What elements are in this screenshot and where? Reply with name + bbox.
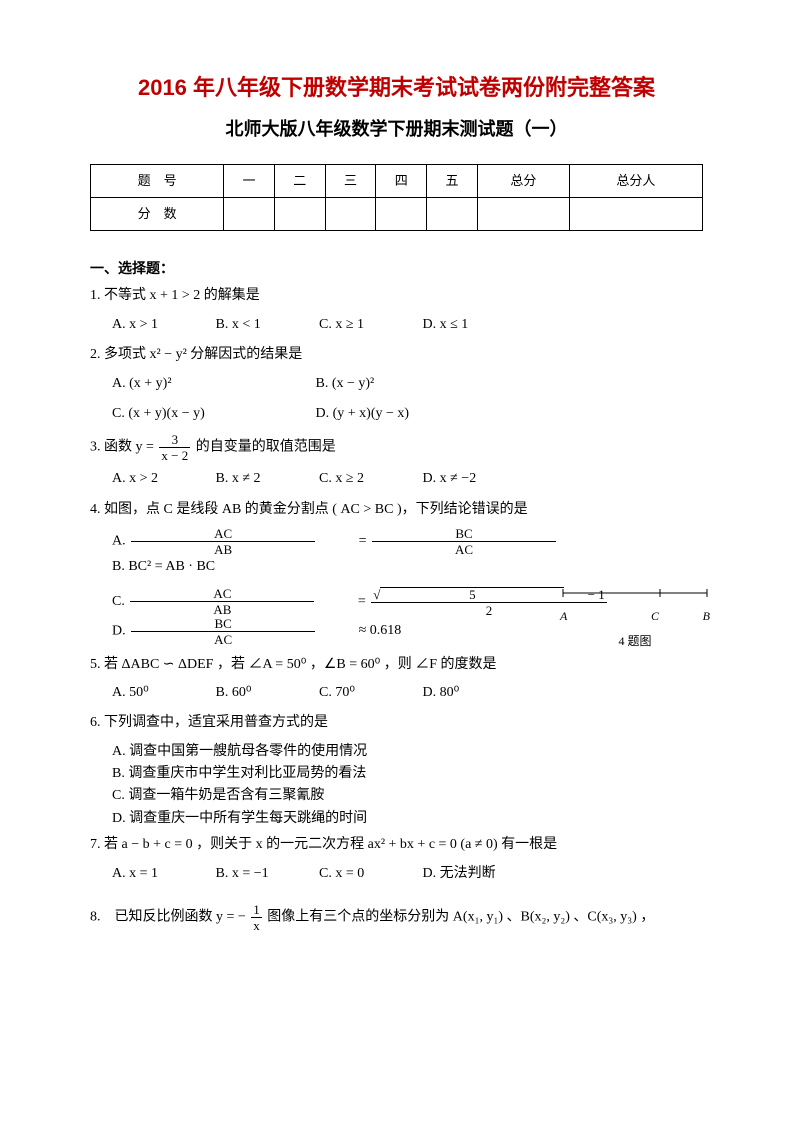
option: C. x ≥ 2 — [319, 468, 409, 490]
option: B. 调查重庆市中学生对利比亚局势的看法 — [112, 763, 703, 785]
option: C. x = 0 — [319, 863, 409, 885]
question-8: 8. 已知反比例函数 y = − 1 x 图像上有三个点的坐标分别为 A(x₁,… — [90, 903, 703, 932]
q5-options: A. 50⁰ B. 60⁰ C. 70⁰ D. 80⁰ — [112, 682, 703, 704]
denominator: x − 2 — [159, 448, 190, 462]
cell — [427, 197, 478, 230]
q4-options-row1: A. ACAB = BCAC B. BC² = AB · BC — [112, 527, 703, 578]
q6-options: A. 调查中国第一艘航母各零件的使用情况 B. 调查重庆市中学生对利比亚局势的看… — [112, 741, 703, 831]
option: A. x > 1 — [112, 314, 202, 336]
col-header: 四 — [376, 164, 427, 197]
numerator: 1 — [251, 903, 262, 918]
q8-suffix: 图像上有三个点的坐标分别为 A(x₁, y₁) 、B(x₂, y₂) 、C(x₃… — [267, 910, 654, 925]
q3-prefix: 3. 函数 y = — [90, 440, 154, 455]
col-header: 一 — [224, 164, 275, 197]
q3-options: A. x > 2 B. x ≠ 2 C. x ≥ 2 D. x ≠ −2 — [112, 468, 703, 490]
option: B. 60⁰ — [216, 682, 306, 704]
option: D. 调查重庆一中所有学生每天跳绳的时间 — [112, 808, 703, 830]
col-header: 三 — [325, 164, 376, 197]
denominator: x — [251, 918, 262, 932]
cell — [376, 197, 427, 230]
option: A. 50⁰ — [112, 682, 202, 704]
row-label: 分 数 — [91, 197, 224, 230]
option: D. 无法判断 — [423, 863, 513, 885]
option: D. x ≠ −2 — [423, 468, 513, 490]
col-header: 总分 — [477, 164, 569, 197]
title-sub: 北师大版八年级数学下册期末测试题（一） — [90, 115, 703, 144]
title-main: 2016 年八年级下册数学期末考试试卷两份附完整答案 — [90, 70, 703, 105]
cell — [325, 197, 376, 230]
table-row: 题 号 一 二 三 四 五 总分 总分人 — [91, 164, 703, 197]
q4-figure: A C B 4 题图 — [560, 585, 710, 652]
option: D. BCAC ≈ 0.618 — [112, 617, 559, 646]
col-header: 二 — [274, 164, 325, 197]
question-4: 4. 如图，点 C 是线段 AB 的黄金分割点 ( AC > BC )，下列结论… — [90, 499, 703, 521]
option: B. BC² = AB · BC — [112, 556, 292, 578]
fig-label-B: B — [703, 607, 710, 626]
q2-options-row2: C. (x + y)(x − y) D. (y + x)(y − x) — [112, 403, 703, 425]
q2-options-row1: A. (x + y)² B. (x − y)² — [112, 373, 703, 395]
segment-icon — [560, 585, 710, 601]
q8-prefix: 8. 已知反比例函数 y = − — [90, 910, 246, 925]
cell — [224, 197, 275, 230]
option: A. x = 1 — [112, 863, 202, 885]
table-row: 分 数 — [91, 197, 703, 230]
option: A. (x + y)² — [112, 373, 292, 395]
fig-label-C: C — [651, 607, 659, 626]
option: A. x > 2 — [112, 468, 202, 490]
option: A. 调查中国第一艘航母各零件的使用情况 — [112, 741, 703, 763]
option: C. (x + y)(x − y) — [112, 403, 292, 425]
question-6: 6. 下列调查中，适宜采用普查方式的是 — [90, 712, 703, 734]
score-table: 题 号 一 二 三 四 五 总分 总分人 分 数 — [90, 164, 703, 231]
option: D. 80⁰ — [423, 682, 513, 704]
q3-suffix: 的自变量的取值范围是 — [196, 440, 336, 455]
question-3: 3. 函数 y = 3 x − 2 的自变量的取值范围是 — [90, 433, 703, 462]
cell — [477, 197, 569, 230]
fig-label-A: A — [560, 607, 567, 626]
cell — [569, 197, 702, 230]
option: B. x ≠ 2 — [216, 468, 306, 490]
option: C. 调查一箱牛奶是否含有三聚氰胺 — [112, 785, 703, 807]
question-5: 5. 若 ΔABC ∽ ΔDEF ，若 ∠A = 50⁰ ，∠B = 60⁰ ，… — [90, 654, 703, 676]
q7-options: A. x = 1 B. x = −1 C. x = 0 D. 无法判断 — [112, 863, 703, 885]
col-header: 题 号 — [91, 164, 224, 197]
question-7: 7. 若 a − b + c = 0 ，则关于 x 的一元二次方程 ax² + … — [90, 834, 703, 856]
option: B. x = −1 — [216, 863, 306, 885]
cell — [274, 197, 325, 230]
col-header: 总分人 — [569, 164, 702, 197]
q1-options: A. x > 1 B. x < 1 C. x ≥ 1 D. x ≤ 1 — [112, 314, 703, 336]
fraction: 1 x — [251, 903, 262, 932]
option: B. x < 1 — [216, 314, 306, 336]
option: C. x ≥ 1 — [319, 314, 409, 336]
fraction: 3 x − 2 — [159, 433, 190, 462]
option: D. (y + x)(y − x) — [316, 403, 496, 425]
question-1: 1. 不等式 x + 1 > 2 的解集是 — [90, 285, 703, 307]
question-2: 2. 多项式 x² − y² 分解因式的结果是 — [90, 344, 703, 366]
section-heading: 一、选择题： — [90, 259, 703, 281]
option: C. 70⁰ — [319, 682, 409, 704]
option: D. x ≤ 1 — [423, 314, 513, 336]
option: B. (x − y)² — [316, 373, 496, 395]
numerator: 3 — [159, 433, 190, 448]
option: A. ACAB = BCAC — [112, 527, 596, 556]
col-header: 五 — [427, 164, 478, 197]
fig-caption: 4 题图 — [560, 632, 710, 651]
